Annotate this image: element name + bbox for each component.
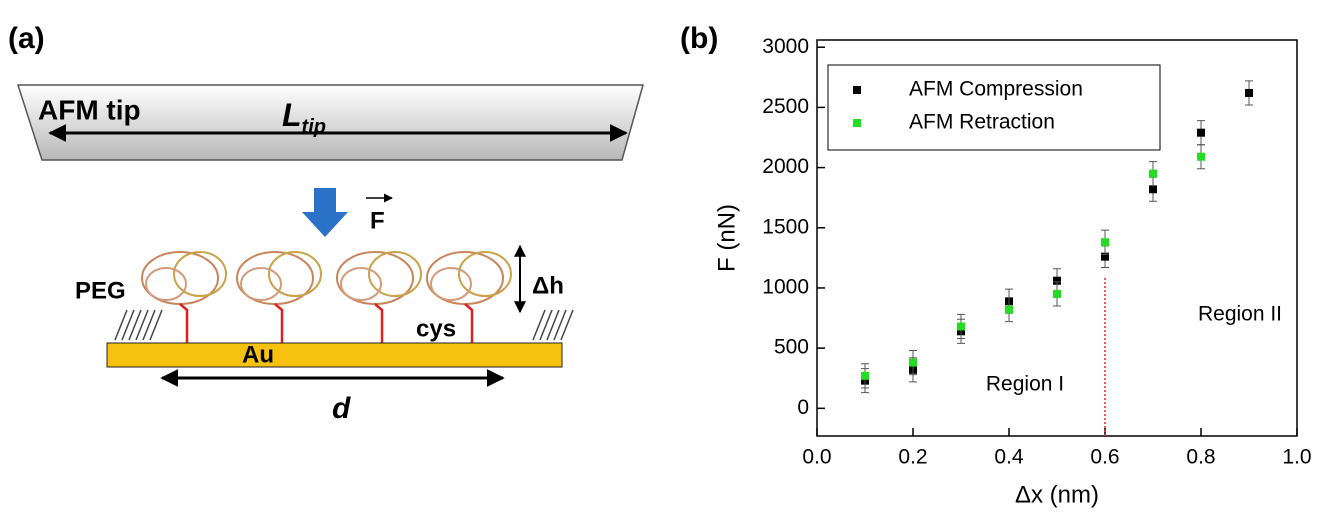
proteins bbox=[141, 251, 512, 305]
gold-label: Au bbox=[242, 341, 274, 368]
x-tick-label: 0.8 bbox=[1186, 446, 1215, 469]
x-tick-label: 1.0 bbox=[1282, 446, 1311, 469]
force-arrow bbox=[302, 188, 348, 237]
annotation: Region I bbox=[986, 373, 1064, 396]
point bbox=[1197, 128, 1205, 137]
point bbox=[1101, 238, 1109, 247]
point bbox=[1245, 88, 1253, 97]
point bbox=[1005, 305, 1013, 314]
y-tick-label: 500 bbox=[774, 336, 809, 359]
gold-substrate bbox=[106, 342, 563, 368]
point bbox=[1149, 169, 1157, 178]
y-tick-label: 2000 bbox=[762, 155, 809, 178]
panel-a: (a) AFM tip Ltip F PEG cys Au Δh d bbox=[8, 22, 644, 425]
peg-brushes bbox=[114, 309, 574, 341]
x-axis-label: Δx (nm) bbox=[1015, 481, 1099, 508]
point bbox=[1053, 276, 1061, 285]
x-tick-label: 0.4 bbox=[994, 446, 1024, 469]
x-tick-label: 0.2 bbox=[898, 446, 927, 469]
panel-label: (a) bbox=[8, 22, 45, 55]
y-tick-label: 0 bbox=[797, 396, 809, 419]
annotation: Region II bbox=[1198, 303, 1282, 326]
force-label: F bbox=[370, 207, 385, 234]
length-label: Ltip bbox=[282, 97, 326, 138]
cys-label: cys bbox=[416, 315, 456, 342]
y-tick-label: 3000 bbox=[762, 35, 809, 58]
tip-label: AFM tip bbox=[38, 94, 141, 125]
point bbox=[861, 371, 869, 380]
legend-box bbox=[827, 64, 1161, 151]
point bbox=[909, 358, 917, 367]
point bbox=[1149, 185, 1157, 194]
distance-label: d bbox=[332, 392, 351, 425]
x-tick-label: 0.6 bbox=[1090, 446, 1119, 469]
point bbox=[1197, 152, 1205, 161]
point bbox=[957, 322, 965, 331]
legend-label: AFM Compression bbox=[909, 78, 1083, 101]
y-tick-label: 1500 bbox=[762, 215, 809, 238]
legend-marker bbox=[853, 119, 861, 127]
legend-label: AFM Retraction bbox=[909, 111, 1055, 134]
point bbox=[1053, 289, 1061, 298]
linkers bbox=[179, 303, 474, 343]
legend-marker bbox=[853, 86, 861, 94]
y-axis-label: F (nN) bbox=[713, 204, 740, 272]
peg-label: PEG bbox=[75, 277, 126, 304]
height-label: Δh bbox=[532, 272, 564, 299]
x-tick-label: 0.0 bbox=[802, 446, 831, 469]
y-tick-label: 2500 bbox=[762, 95, 809, 118]
y-tick-label: 1000 bbox=[762, 275, 809, 298]
point bbox=[1101, 252, 1109, 261]
plot-frame bbox=[816, 39, 1298, 437]
panel-label: (b) bbox=[680, 22, 718, 55]
